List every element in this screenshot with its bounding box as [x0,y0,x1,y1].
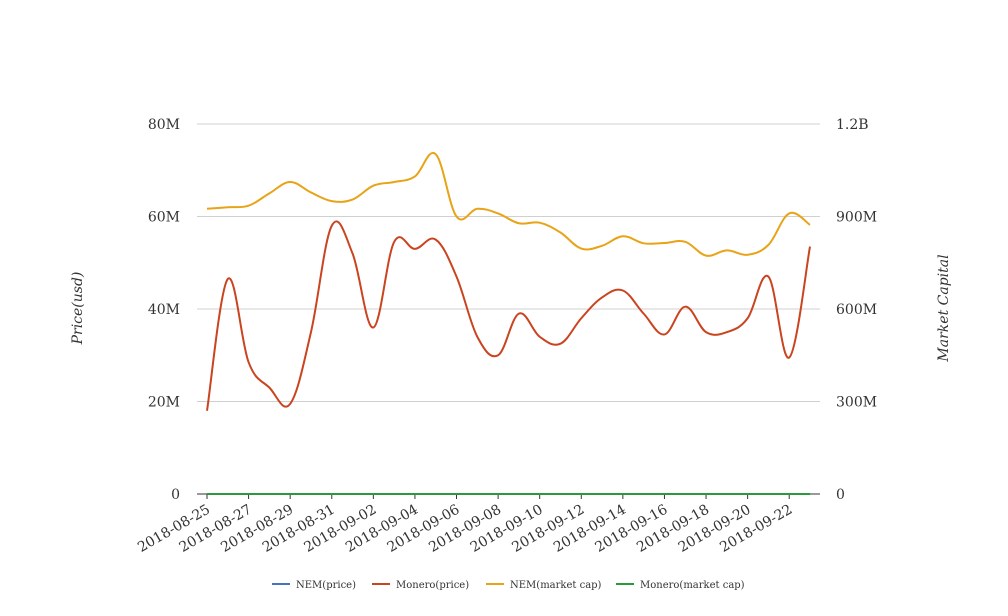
left-tick-label: 20M [148,395,180,411]
left-tick-label: 0 [171,487,180,503]
left-tick-label: 80M [148,117,180,133]
series-line-nem-market-cap [206,151,811,257]
right-tick-label: 0 [836,487,845,503]
left-tick-label: 40M [148,302,180,318]
right-axis-ticks: 0 300M 600M 900M 1.2B [836,117,877,503]
legend-label: Monero(market cap) [640,580,745,591]
right-axis-title: Market Capital [936,254,952,362]
right-tick-label: 300M [836,395,877,411]
left-axis-ticks: 0 20M 40M 60M 80M [148,117,180,503]
right-tick-label: 600M [836,302,877,318]
legend-label: Monero(price) [396,580,469,591]
left-tick-label: 60M [148,210,180,226]
legend-label: NEM(price) [296,580,356,591]
series-line-monero-price [206,220,811,411]
right-tick-label: 900M [836,210,877,226]
legend: NEM(price) Monero(price) NEM(market cap) Mo… [272,580,745,591]
right-tick-label: 1.2B [836,117,869,133]
legend-label: NEM(market cap) [510,580,602,591]
left-axis-title: Price(usd) [70,272,86,346]
series-lines [206,151,811,495]
gridlines [197,123,820,495]
x-axis-ticks: 2018-08-252018-08-272018-08-292018-08-31… [135,494,795,556]
